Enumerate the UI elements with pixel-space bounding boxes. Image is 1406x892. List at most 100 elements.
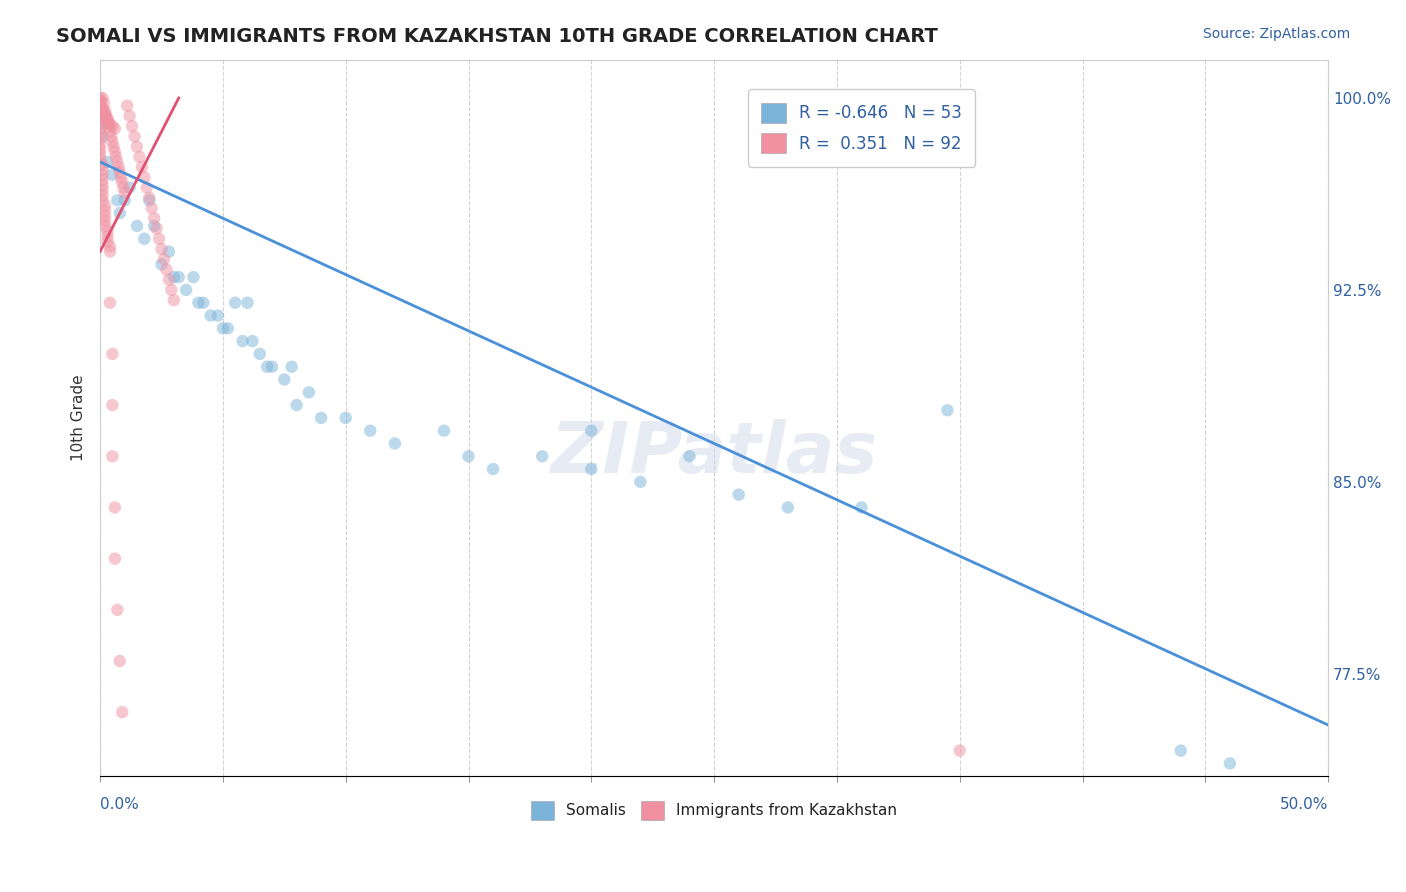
Point: [167, 270, 190, 285]
Point: [160, 283, 183, 297]
Point: [107, 160, 129, 174]
Point: [153, 252, 176, 267]
Point: [280, 359, 302, 374]
Point: [200, 309, 222, 323]
Point: [531, 450, 554, 464]
Point: [148, 232, 170, 246]
Point: [96, 114, 118, 128]
Point: [359, 424, 381, 438]
Point: [89, 101, 111, 115]
Point: [96, 112, 118, 126]
Point: [97, 119, 120, 133]
Point: [110, 170, 132, 185]
Point: [108, 165, 131, 179]
Point: [1170, 743, 1192, 757]
Y-axis label: 10th Grade: 10th Grade: [72, 375, 86, 461]
Point: [157, 244, 180, 259]
Point: [298, 385, 321, 400]
Point: [94, 203, 117, 218]
Point: [89, 117, 111, 131]
Point: [94, 117, 117, 131]
Point: [98, 295, 121, 310]
Point: [89, 153, 111, 167]
Point: [174, 283, 197, 297]
Point: [101, 347, 124, 361]
Point: [96, 109, 118, 123]
Point: [482, 462, 505, 476]
Point: [96, 155, 118, 169]
Point: [150, 242, 173, 256]
Point: [104, 145, 127, 159]
Point: [309, 410, 332, 425]
Point: [91, 194, 114, 208]
Point: [124, 129, 146, 144]
Point: [91, 103, 114, 118]
Point: [89, 91, 111, 105]
Point: [134, 170, 156, 185]
Point: [98, 117, 121, 131]
Point: [678, 450, 700, 464]
Point: [101, 135, 124, 149]
Point: [101, 450, 124, 464]
Point: [89, 106, 111, 120]
Point: [89, 94, 111, 108]
Point: [157, 273, 180, 287]
Point: [89, 132, 111, 146]
Point: [100, 129, 122, 144]
Point: [581, 424, 603, 438]
Point: [96, 235, 118, 249]
Point: [936, 403, 959, 417]
Point: [112, 180, 135, 194]
Point: [249, 347, 271, 361]
Point: [134, 232, 156, 246]
Point: [163, 293, 186, 308]
Point: [104, 500, 127, 515]
Text: 50.0%: 50.0%: [1279, 797, 1329, 812]
Point: [94, 198, 117, 212]
Text: Source: ZipAtlas.com: Source: ZipAtlas.com: [1202, 27, 1350, 41]
Point: [94, 219, 117, 233]
Point: [125, 219, 148, 233]
Point: [727, 488, 749, 502]
Point: [91, 162, 114, 177]
Point: [105, 194, 128, 208]
Point: [155, 262, 177, 277]
Point: [150, 257, 173, 271]
Point: [138, 191, 160, 205]
Point: [108, 654, 131, 668]
Point: [89, 112, 111, 126]
Point: [232, 334, 254, 348]
Point: [433, 424, 456, 438]
Point: [138, 194, 160, 208]
Point: [145, 221, 167, 235]
Point: [1219, 756, 1241, 771]
Point: [111, 176, 134, 190]
Point: [90, 103, 112, 118]
Point: [384, 436, 406, 450]
Point: [94, 214, 117, 228]
Point: [851, 500, 873, 515]
Point: [135, 180, 157, 194]
Point: [217, 321, 239, 335]
Point: [89, 96, 111, 111]
Point: [94, 103, 117, 118]
Point: [101, 398, 124, 412]
Point: [104, 551, 127, 566]
Point: [163, 270, 186, 285]
Point: [242, 334, 264, 348]
Point: [776, 500, 799, 515]
Point: [89, 136, 111, 151]
Point: [93, 96, 115, 111]
Point: [98, 124, 121, 138]
Point: [105, 150, 128, 164]
Point: [89, 142, 111, 156]
Point: [118, 180, 141, 194]
Point: [115, 98, 138, 112]
Point: [94, 106, 117, 120]
Point: [98, 244, 121, 259]
Point: [96, 224, 118, 238]
Point: [273, 372, 295, 386]
Text: SOMALI VS IMMIGRANTS FROM KAZAKHSTAN 10TH GRADE CORRELATION CHART: SOMALI VS IMMIGRANTS FROM KAZAKHSTAN 10T…: [56, 27, 938, 45]
Point: [143, 211, 166, 226]
Point: [457, 450, 479, 464]
